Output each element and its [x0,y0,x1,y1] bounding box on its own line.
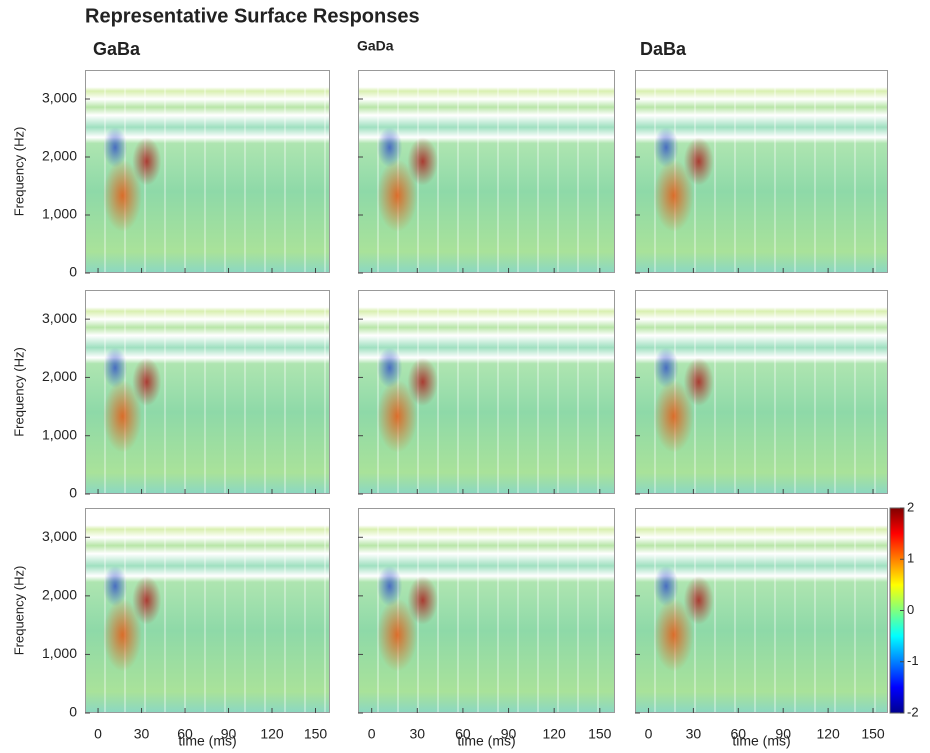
y-axis-label: Frequency (Hz) [11,566,26,656]
heatmap-panel [358,70,615,273]
x-tick-label: 120 [542,726,566,742]
column-title: GaBa [93,39,141,59]
colorbar-tick-label: 0 [907,602,914,617]
y-tick-label: 3,000 [42,90,77,106]
heatmap-panel [85,508,330,713]
x-tick-label: 150 [588,726,612,742]
x-tick-label: 60 [455,726,471,742]
heatmap-panel [85,290,330,494]
x-tick-label: 0 [368,726,376,742]
x-tick-label: 150 [304,726,328,742]
y-tick-label: 1,000 [42,426,77,442]
heatmap-panel [635,70,888,273]
x-tick-label: 90 [221,726,237,742]
x-tick-label: 30 [134,726,150,742]
heatmap-panel [85,70,330,273]
colorbar-tick-label: -1 [907,653,919,668]
colorbar-tick-label: -2 [907,704,919,719]
x-tick-label: 120 [260,726,284,742]
colorbar-tick-label: 2 [907,499,914,514]
colorbar-tick-label: 1 [907,551,914,566]
y-tick-label: 0 [69,704,77,720]
heatmap-panel [635,508,888,713]
heatmap-panel [635,290,888,494]
x-axis-label: time (ms) [178,733,236,749]
y-axis-label: Frequency (Hz) [11,127,26,217]
y-tick-label: 2,000 [42,148,77,164]
x-axis-label: time (ms) [457,733,515,749]
chart-title: Representative Surface Responses [85,5,420,27]
x-tick-label: 0 [645,726,653,742]
x-tick-label: 30 [410,726,426,742]
x-tick-label: 30 [686,726,702,742]
y-tick-label: 3,000 [42,310,77,326]
x-tick-label: 60 [731,726,747,742]
x-tick-label: 90 [775,726,791,742]
column-title: GaDa [357,38,394,54]
column-title: DaBa [640,39,687,59]
heatmap-panel [358,508,615,713]
y-tick-label: 1,000 [42,206,77,222]
x-tick-label: 90 [501,726,517,742]
x-tick-label: 0 [94,726,102,742]
x-tick-label: 150 [861,726,885,742]
y-tick-label: 0 [69,485,77,501]
y-tick-label: 0 [69,264,77,280]
y-tick-label: 1,000 [42,645,77,661]
heatmap-panel [358,290,615,494]
x-tick-label: 60 [177,726,193,742]
x-tick-label: 120 [816,726,840,742]
y-tick-label: 2,000 [42,368,77,384]
x-axis-label: time (ms) [732,733,790,749]
y-tick-label: 3,000 [42,528,77,544]
y-axis-label: Frequency (Hz) [11,347,26,437]
y-tick-label: 2,000 [42,587,77,603]
